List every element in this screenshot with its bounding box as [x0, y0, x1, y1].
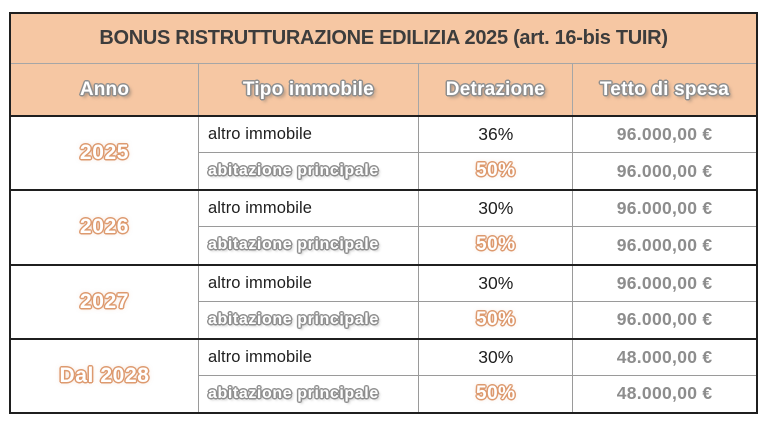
table-row: altro immobile 30% 48.000,00 € — [199, 339, 756, 375]
year-label: 2025 — [79, 141, 130, 165]
tetto-di-spesa-value: 96.000,00 € — [572, 301, 756, 338]
detrazione-value: 30% — [418, 339, 572, 375]
detrazione-value: 50% — [418, 375, 572, 412]
tipo-immobile-value: abitazione principale — [207, 162, 379, 180]
year-subrows: altro immobile 30% 96.000,00 € abitazion… — [197, 191, 756, 264]
table-row: abitazione principale 50% 96.000,00 € — [198, 226, 756, 264]
detrazione-value: 30% — [418, 265, 572, 301]
detrazione-value: 50% — [418, 301, 572, 338]
tipo-immobile-value: altro immobile — [207, 347, 313, 366]
year-group-2026: 2026 altro immobile 30% 96.000,00 € abit… — [11, 189, 756, 264]
tipo-immobile-value: abitazione principale — [207, 236, 379, 254]
year-subrows: altro immobile 36% 96.000,00 € abitazion… — [197, 117, 756, 190]
table-row: altro immobile 30% 96.000,00 € — [199, 265, 756, 301]
year-subrows: altro immobile 30% 48.000,00 € abitazion… — [197, 339, 756, 412]
tetto-di-spesa-value: 96.000,00 € — [572, 191, 756, 227]
column-header-tipo-immobile: Tipo immobile — [197, 64, 418, 115]
table-title: BONUS RISTRUTTURAZIONE EDILIZIA 2025 (ar… — [11, 14, 756, 64]
table-row: altro immobile 36% 96.000,00 € — [199, 117, 756, 153]
detrazione-value: 30% — [418, 191, 572, 227]
table-header-row: Anno Tipo immobile Detrazione Tetto di s… — [11, 64, 756, 115]
table-row: abitazione principale 50% 96.000,00 € — [198, 152, 756, 190]
year-label: 2027 — [79, 289, 130, 313]
year-cell: Dal 2028 — [11, 340, 198, 412]
year-label: Dal 2028 — [59, 363, 150, 387]
year-cell: 2027 — [11, 266, 198, 338]
year-label: 2026 — [79, 215, 130, 239]
detrazione-value: 50% — [418, 227, 572, 264]
tetto-di-spesa-value: 96.000,00 € — [572, 227, 756, 264]
column-header-detrazione: Detrazione — [417, 64, 572, 115]
tipo-immobile-value: abitazione principale — [207, 384, 379, 402]
detrazione-value: 36% — [418, 117, 572, 153]
year-group-2025: 2025 altro immobile 36% 96.000,00 € abit… — [11, 115, 756, 190]
bonus-ristrutturazione-table: BONUS RISTRUTTURAZIONE EDILIZIA 2025 (ar… — [9, 12, 758, 414]
year-cell: 2026 — [11, 191, 198, 263]
tetto-di-spesa-value: 96.000,00 € — [572, 153, 756, 190]
tipo-immobile-value: altro immobile — [207, 273, 313, 292]
tipo-immobile-value: altro immobile — [207, 125, 313, 144]
tipo-immobile-value: altro immobile — [207, 199, 313, 218]
table-row: abitazione principale 50% 48.000,00 € — [198, 374, 756, 412]
year-group-dal-2028: Dal 2028 altro immobile 30% 48.000,00 € … — [11, 337, 756, 412]
table-row: abitazione principale 50% 96.000,00 € — [198, 300, 756, 338]
year-subrows: altro immobile 30% 96.000,00 € abitazion… — [197, 265, 756, 338]
tipo-immobile-value: abitazione principale — [207, 310, 379, 328]
tetto-di-spesa-value: 48.000,00 € — [572, 375, 756, 412]
tetto-di-spesa-value: 96.000,00 € — [572, 265, 756, 301]
year-group-2027: 2027 altro immobile 30% 96.000,00 € abit… — [11, 263, 756, 338]
detrazione-value: 50% — [418, 153, 572, 190]
tetto-di-spesa-value: 48.000,00 € — [572, 339, 756, 375]
year-cell: 2025 — [11, 117, 198, 189]
column-header-tetto-di-spesa: Tetto di spesa — [571, 64, 756, 115]
tetto-di-spesa-value: 96.000,00 € — [572, 117, 756, 153]
column-header-anno: Anno — [79, 78, 130, 100]
table-row: altro immobile 30% 96.000,00 € — [199, 191, 756, 227]
